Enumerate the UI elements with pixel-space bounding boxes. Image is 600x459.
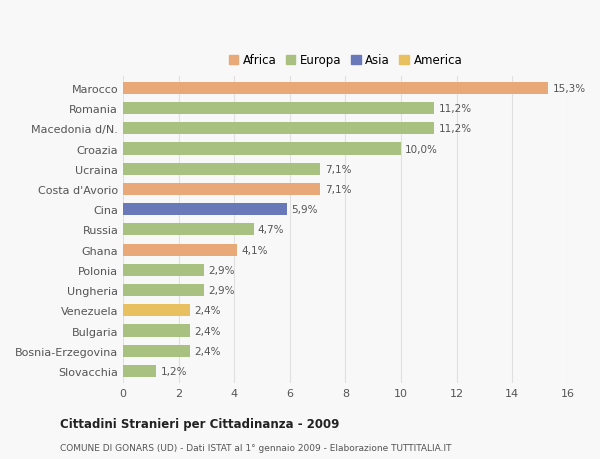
Bar: [123, 143, 401, 155]
Text: 1,2%: 1,2%: [161, 366, 187, 376]
Text: 11,2%: 11,2%: [439, 124, 472, 134]
Text: 11,2%: 11,2%: [439, 104, 472, 114]
Bar: [123, 264, 204, 276]
Bar: [123, 123, 434, 135]
Text: 15,3%: 15,3%: [553, 84, 586, 94]
Bar: [123, 83, 548, 95]
Text: 2,9%: 2,9%: [208, 285, 235, 296]
Bar: [123, 305, 190, 317]
Text: 10,0%: 10,0%: [405, 144, 438, 154]
Bar: [123, 184, 320, 196]
Text: Cittadini Stranieri per Cittadinanza - 2009: Cittadini Stranieri per Cittadinanza - 2…: [60, 417, 340, 430]
Bar: [123, 103, 434, 115]
Text: 4,1%: 4,1%: [241, 245, 268, 255]
Bar: [123, 163, 320, 175]
Text: 5,9%: 5,9%: [291, 205, 318, 215]
Bar: [123, 345, 190, 357]
Bar: [123, 325, 190, 337]
Text: 2,4%: 2,4%: [194, 346, 220, 356]
Text: 2,9%: 2,9%: [208, 265, 235, 275]
Bar: [123, 365, 157, 377]
Text: 2,4%: 2,4%: [194, 326, 220, 336]
Bar: [123, 204, 287, 216]
Bar: [123, 285, 204, 297]
Text: 7,1%: 7,1%: [325, 164, 351, 174]
Text: 4,7%: 4,7%: [258, 225, 284, 235]
Bar: [123, 224, 254, 236]
Text: 7,1%: 7,1%: [325, 185, 351, 195]
Text: COMUNE DI GONARS (UD) - Dati ISTAT al 1° gennaio 2009 - Elaborazione TUTTITALIA.: COMUNE DI GONARS (UD) - Dati ISTAT al 1°…: [60, 443, 452, 452]
Legend: Africa, Europa, Asia, America: Africa, Europa, Asia, America: [226, 52, 465, 69]
Bar: [123, 244, 237, 256]
Text: 2,4%: 2,4%: [194, 306, 220, 316]
